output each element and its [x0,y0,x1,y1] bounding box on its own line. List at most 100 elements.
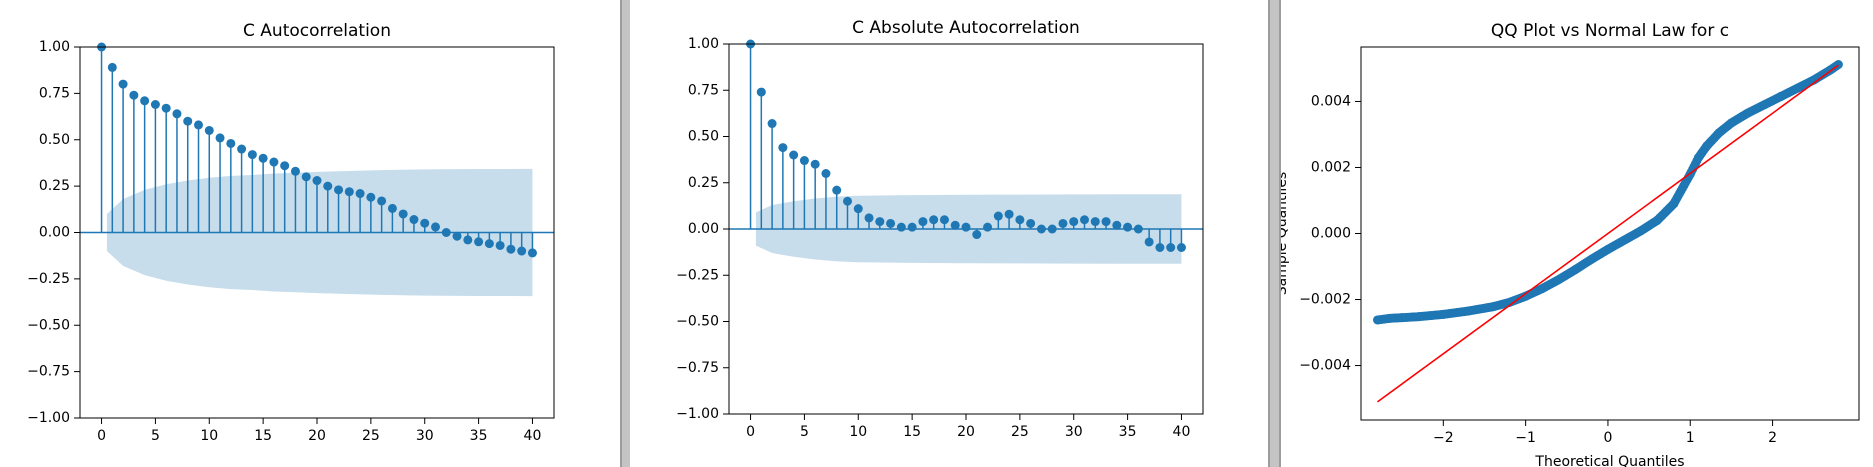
stem-marker [387,203,397,213]
stem-marker [172,109,182,119]
x-tick-label: 20 [957,424,975,440]
x-axis-label: Theoretical Quantiles [1534,454,1684,467]
stem-marker [484,239,494,249]
stem-marker [1026,218,1036,228]
plot-frame [728,43,1204,415]
stem-marker [1015,215,1025,225]
y-tick-label: −0.75 [676,360,719,376]
autocorrelation-chart: C Autocorrelation 0 5 10 15 20 25 30 35 40 −1.00 −0… [27,21,555,444]
y-tick-label: 0.75 [39,85,70,101]
stem-marker [129,90,139,100]
stem-marker [194,120,203,130]
qq-marker [1714,128,1724,138]
stem-marker [1123,222,1133,232]
qq-marker [1521,291,1531,301]
x-tick-label: −1 [1515,430,1536,446]
stem-marker [1176,243,1186,252]
panel-divider-left[interactable] [620,0,630,467]
y-tick-label: 0.75 [688,82,719,98]
qq-marker [1586,254,1596,264]
y-tick-label: −0.50 [27,317,70,333]
qq-marker [1397,313,1407,323]
stem-marker [183,116,193,126]
stem-marker [474,237,484,247]
y-tick-label: −0.25 [676,267,719,283]
stem-marker [420,218,430,228]
stem-marker [269,157,279,167]
qq-marker [1702,141,1712,151]
x-tick-label: 35 [1119,424,1137,440]
stem-marker [1080,215,1089,225]
qq-marker [1669,199,1679,209]
qq-marker [1726,118,1736,128]
stem-marker [950,220,960,230]
stem-marker [323,181,333,191]
x-tick-label: 5 [151,428,160,444]
y-tick-label: 0.25 [39,178,70,194]
stem-marker [1004,209,1014,219]
y-tick-label: 1.00 [688,36,719,52]
stem-marker [1101,217,1111,227]
x-tick-label: 25 [362,428,380,444]
x-tick-label: 40 [1173,424,1191,440]
stem-marker [1133,224,1143,234]
stem-marker [301,172,311,182]
stem-marker [1058,218,1068,228]
y-tick-label: 0.50 [688,129,719,145]
stem-marker [799,156,809,166]
x-tick-label: 2 [1768,430,1777,446]
qq-marker [1636,226,1646,236]
x-tick-label: 0 [746,424,755,440]
stem-marker [258,153,268,163]
stem-marker [140,96,150,106]
x-tick-label: 40 [524,428,542,444]
y-tick-label: 0.25 [688,175,719,191]
qq-marker [1438,309,1448,319]
qq-marker [1385,313,1395,323]
stem-marker [431,222,440,232]
stem-marker [961,222,971,232]
x-tick-label: 10 [849,424,867,440]
y-tick-label: 0.004 [1311,93,1351,109]
autocorrelation-panel: C Autocorrelation 0 5 10 15 20 25 30 35 40 −1.00 −0… [0,0,620,467]
stem-marker [312,176,322,186]
stem-marker [452,231,462,241]
chart-title: QQ Plot vs Normal Law for c [1491,21,1729,41]
y-tick-label: −0.002 [1299,292,1351,308]
x-tick-label: −2 [1433,430,1454,446]
y-tick-label: −0.50 [676,314,719,330]
x-tick-label: 10 [200,428,218,444]
stem-marker [107,62,117,72]
stem-marker [789,150,799,160]
stem-marker [929,215,939,225]
stem-marker [118,79,128,89]
stem-marker [864,213,874,223]
stem-marker [778,143,788,153]
stem-marker [832,185,842,195]
qq-marker [1537,284,1547,294]
x-tick-label: 15 [903,424,921,440]
stem-marker [756,87,766,97]
qq-marker [1372,315,1382,325]
stem-marker [983,222,993,232]
panel-divider-right[interactable] [1268,0,1281,467]
stem-marker [1090,217,1100,227]
stem-marker [441,228,451,237]
y-axis-label: Sample Quantiles [1281,172,1290,295]
stem-marker [767,119,777,129]
stem-marker [290,166,300,176]
stem-marker [853,204,863,214]
stem-marker [150,100,160,110]
qq-marker [1652,215,1662,225]
qq-plot-panel: QQ Plot vs Normal Law for c −2 −1 0 1 2 −0.004… [1281,0,1873,467]
x-tick-label: 5 [800,424,809,440]
y-tick-label: 0.000 [1311,226,1351,242]
stem-marker [843,196,852,206]
chart-title: C Autocorrelation [243,21,391,41]
stem-marker [226,138,236,148]
qq-plot-chart: QQ Plot vs Normal Law for c −2 −1 0 1 2 −0.004… [1281,21,1860,467]
chart-title: C Absolute Autocorrelation [852,18,1080,38]
x-tick-label: 0 [97,428,106,444]
stem-marker [907,222,917,232]
y-tick-label: −1.00 [27,410,70,426]
